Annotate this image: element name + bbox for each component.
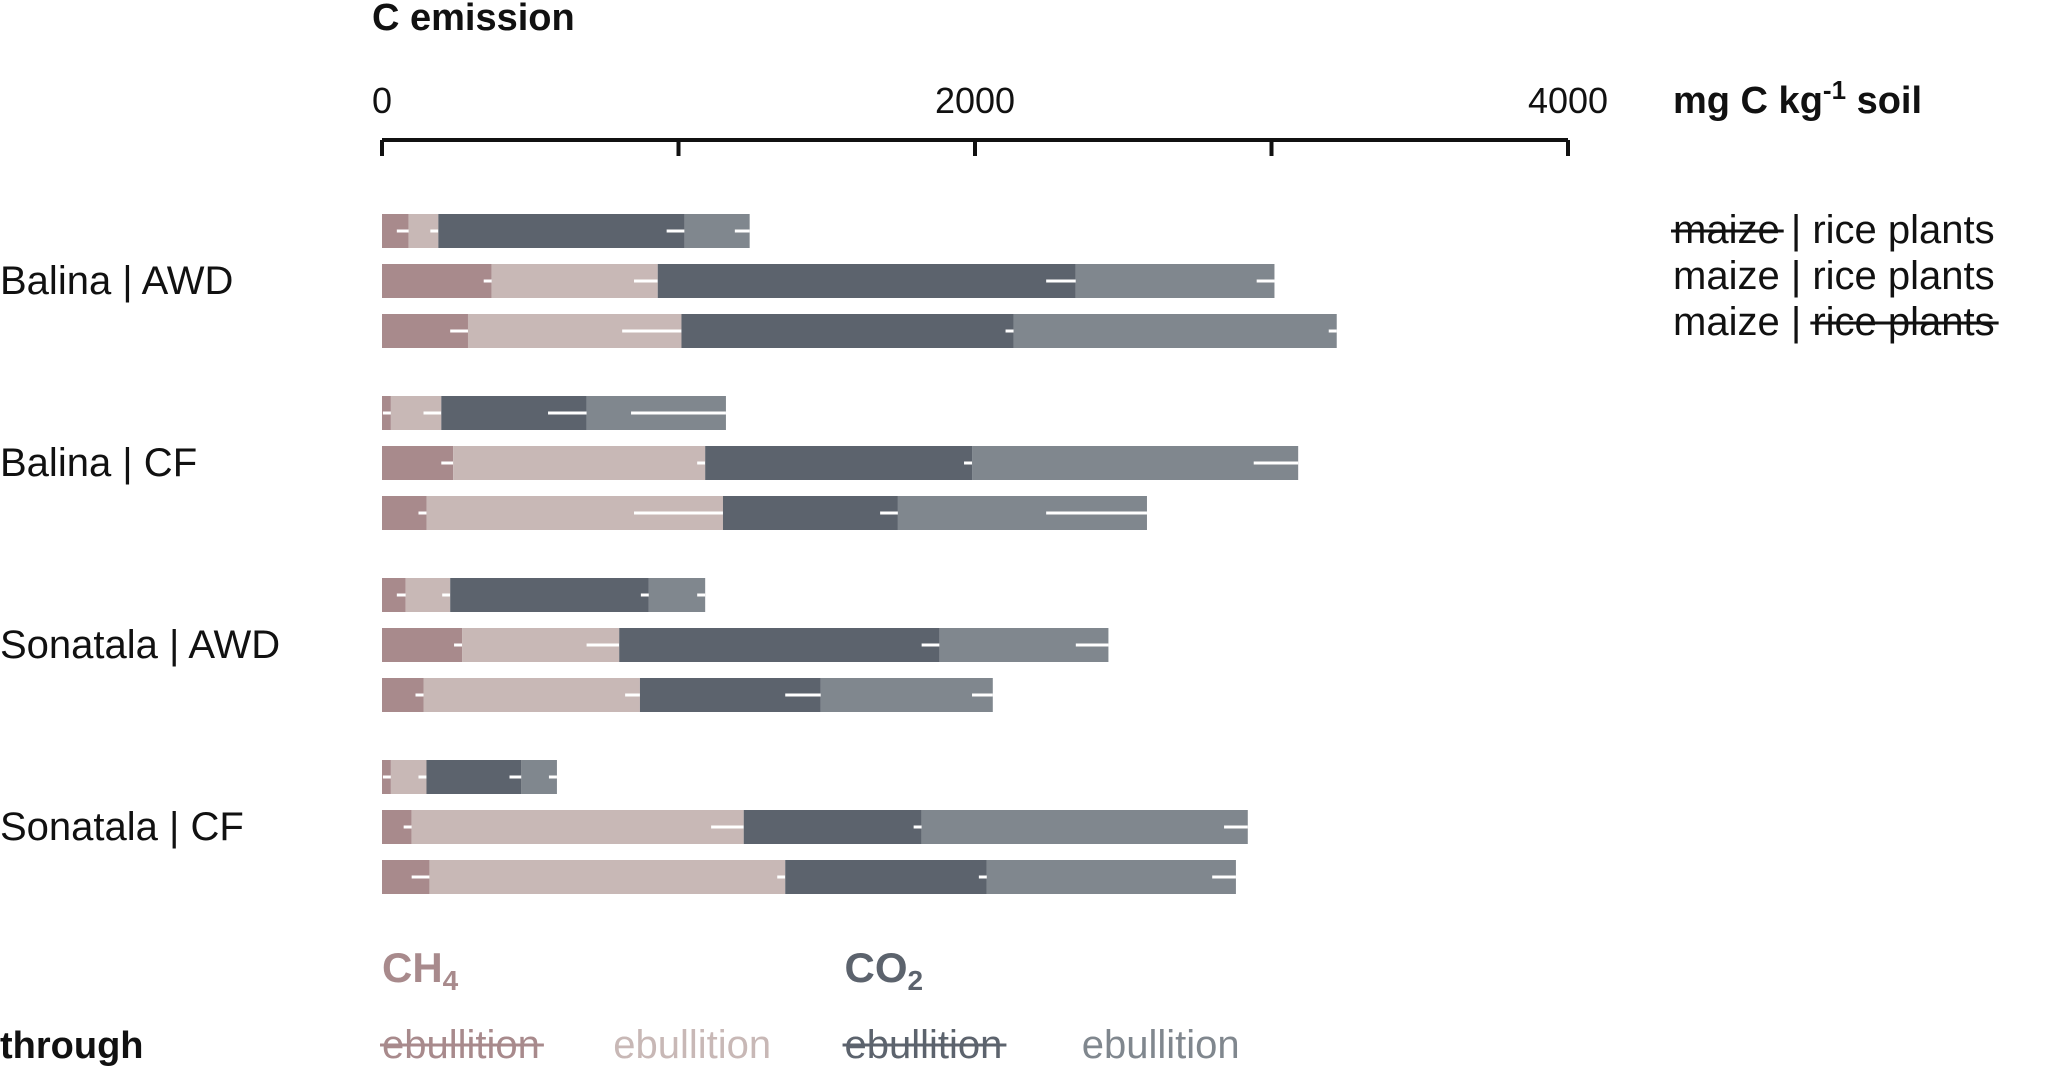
row-legend-item: maize | rice plants (1673, 208, 1995, 252)
group-label: Sonatala | AWD (0, 623, 280, 667)
row-legend-maize: maize (1673, 254, 1780, 298)
gas-label-name: CO (845, 944, 908, 991)
bar-segment (705, 446, 973, 480)
gas-label: CH4 (382, 944, 459, 996)
group-label: Sonatala | CF (0, 805, 244, 849)
row-legend-separator: | (1780, 208, 1813, 252)
row-legend-rice: rice plants (1812, 254, 1994, 298)
bar-segment (382, 578, 406, 612)
bar-segment (382, 628, 463, 662)
series-legend-item: ebullition (613, 1023, 771, 1067)
bar-segment (426, 760, 522, 794)
group-labels: Balina | AWD Balina | CF Sonatala | AWD Son… (0, 259, 280, 849)
gas-label-name: CH (382, 944, 443, 991)
x-ticks (380, 140, 1570, 156)
bar-segment (411, 810, 744, 844)
bar-segment (1013, 314, 1337, 348)
bar-segment (382, 264, 492, 298)
bar-segment (491, 264, 658, 298)
group-label: Balina | AWD (0, 259, 233, 303)
bar-segment (820, 678, 993, 712)
row-legend-item: maize | rice plants (1673, 254, 1995, 298)
series-legend-item: ebullition (1082, 1023, 1240, 1067)
unit-label-superscript: -1 (1823, 75, 1846, 105)
bar-segment (1075, 264, 1275, 298)
bar-segment (681, 314, 1014, 348)
bar-segment (438, 214, 685, 248)
bar-segment (648, 578, 706, 612)
bar-segment (785, 860, 987, 894)
row-legend-separator: | (1780, 254, 1813, 298)
series-legend: ebullition ebullition ebullition ebullition (380, 1023, 1240, 1067)
gas-labels: CH4 CO2 (382, 944, 923, 996)
x-tick-label: 4000 (1528, 80, 1608, 121)
gas-label: CO2 (845, 944, 924, 996)
bar-segment (921, 810, 1248, 844)
chart-title: C emission (372, 0, 575, 39)
bar-segment (986, 860, 1236, 894)
bar-segment (450, 578, 649, 612)
bar-segment (423, 678, 640, 712)
x-tick-labels: 0 2000 4000 (372, 80, 1608, 121)
row-legend-maize: maize (1673, 300, 1780, 344)
x-tick-label: 2000 (935, 80, 1015, 121)
through-label: through (0, 1025, 144, 1067)
gas-label-subscript: 2 (908, 965, 924, 996)
unit-label: mg C kg-1 soil (1673, 75, 1922, 122)
row-legend-rice: rice plants (1812, 208, 1994, 252)
row-legend-separator: | (1780, 300, 1813, 344)
bar-segment (972, 446, 1299, 480)
unit-label-suffix: soil (1846, 80, 1922, 122)
gas-label-subscript: 4 (443, 965, 459, 996)
x-tick-label: 0 (372, 80, 392, 121)
x-axis: 0 2000 4000 (372, 80, 1608, 156)
unit-label-prefix: mg C kg (1673, 80, 1823, 122)
bar-segment (429, 860, 786, 894)
group-label: Balina | CF (0, 441, 197, 485)
bar-segment (657, 264, 1076, 298)
bar-segment (619, 628, 940, 662)
bar-segment (743, 810, 922, 844)
bar-segment (453, 446, 706, 480)
bars (382, 214, 1337, 894)
bar-segment (722, 496, 898, 530)
